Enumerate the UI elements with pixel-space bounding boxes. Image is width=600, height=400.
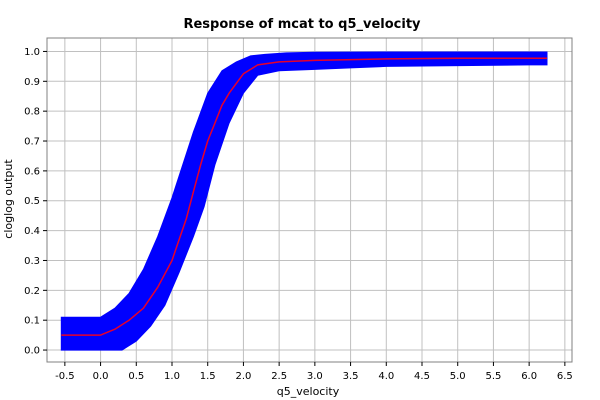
x-axis-label: q5_velocity [277, 385, 340, 398]
y-tick-label: 0.5 [24, 196, 40, 207]
plot-area [60, 51, 548, 351]
y-axis-label: cloglog output [2, 159, 15, 239]
y-tick-label: 0.7 [24, 137, 40, 148]
y-tick-label: 0.6 [24, 166, 40, 177]
axis-ticks: -0.5 0.0 0.5 1.0 1.5 2.0 2.5 3.0 3.5 4.0 4.5 5.0 5.5… [24, 47, 573, 382]
y-tick-label: 1.0 [24, 47, 40, 58]
x-tick-label: 4.5 [414, 371, 430, 382]
x-tick-label: 4.0 [378, 371, 394, 382]
x-tick-label: 3.5 [343, 371, 359, 382]
x-tick-label: 5.0 [450, 371, 466, 382]
x-tick-label: 2.5 [271, 371, 287, 382]
y-tick-label: 0.4 [24, 226, 40, 237]
x-tick-label: 5.5 [485, 371, 501, 382]
y-tick-label: 0.8 [24, 107, 40, 118]
confidence-band [60, 51, 548, 351]
x-tick-label: 1.5 [200, 371, 216, 382]
x-tick-label: 0.0 [93, 371, 109, 382]
x-tick-label: 6.0 [521, 371, 537, 382]
grid [47, 38, 572, 362]
y-tick-label: 0.2 [24, 286, 40, 297]
y-tick-label: 0.9 [24, 77, 40, 88]
y-tick-label: 0.1 [24, 316, 40, 327]
y-tick-label: 0.0 [24, 346, 40, 357]
plot-frame [46, 37, 573, 363]
x-tick-label: 6.5 [557, 371, 573, 382]
y-tick-label: 0.3 [24, 256, 40, 267]
chart-title: Response of mcat to q5_velocity [183, 17, 421, 32]
x-tick-label: 0.5 [128, 371, 144, 382]
x-tick-label: 1.0 [164, 371, 180, 382]
response-line [61, 57, 547, 336]
x-tick-label: 3.0 [307, 371, 323, 382]
x-tick-label: -0.5 [55, 371, 75, 382]
x-tick-label: 2.0 [235, 371, 251, 382]
